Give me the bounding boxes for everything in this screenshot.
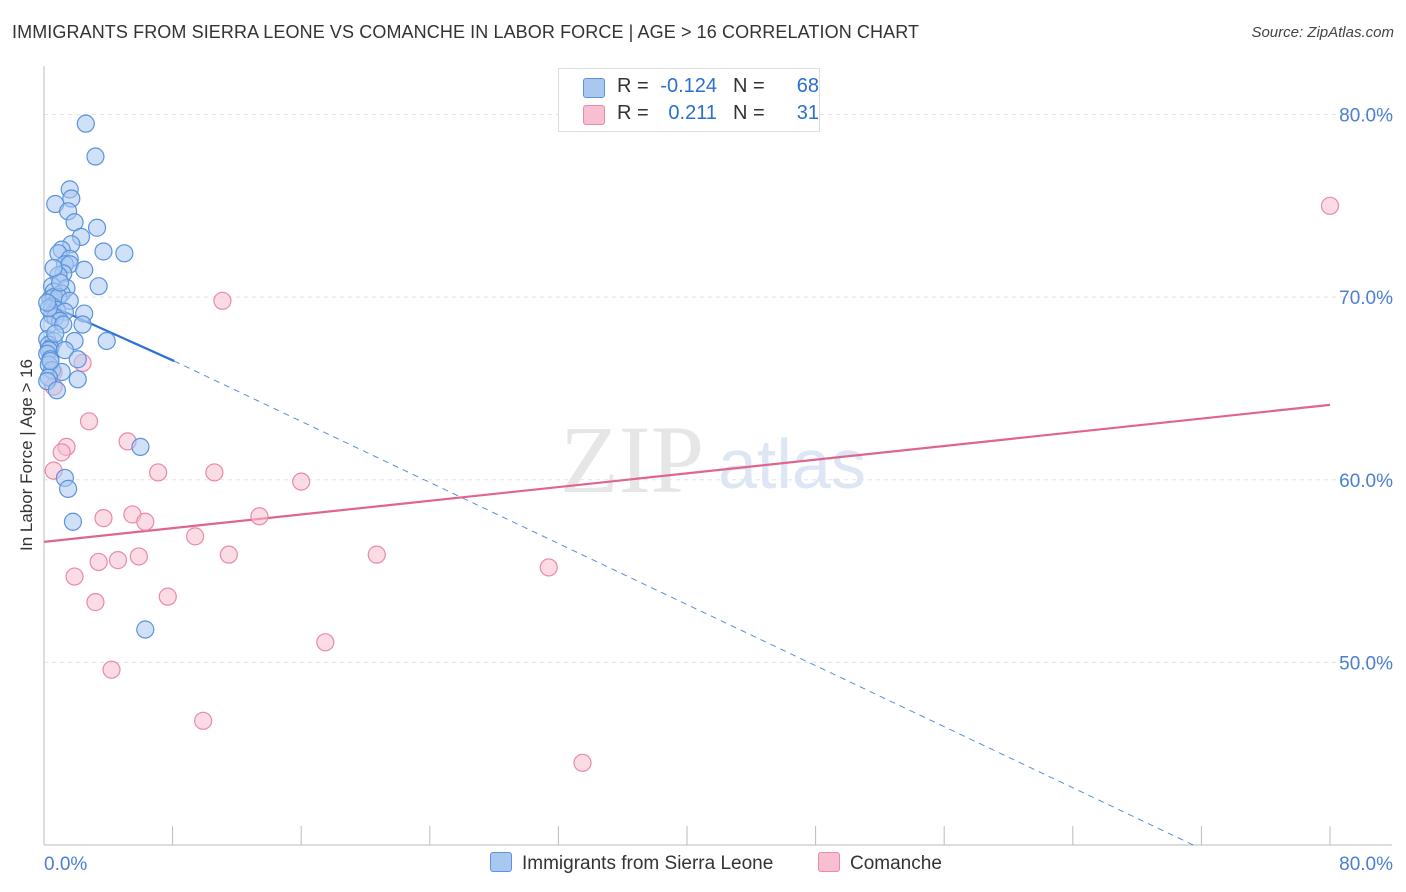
legend-r-label: R = (617, 102, 649, 124)
x-tick-label-min: 0.0% (44, 854, 87, 875)
point-comanche (316, 633, 335, 652)
point-sierra-leone (94, 242, 113, 261)
point-comanche (136, 512, 155, 531)
point-sierra-leone (89, 277, 108, 296)
point-sierra-leone (136, 620, 155, 639)
point-comanche (89, 552, 108, 572)
point-comanche (194, 711, 213, 730)
point-comanche (79, 412, 99, 431)
point-comanche (65, 567, 84, 586)
y-tick-label: 80.0% (1339, 106, 1393, 127)
point-sierra-leone (76, 114, 95, 133)
point-comanche (1320, 196, 1340, 215)
point-comanche (573, 753, 592, 772)
series-swatch-blue (490, 852, 512, 872)
point-sierra-leone (86, 147, 105, 166)
legend-n-value: 68 (796, 75, 819, 97)
point-comanche (108, 551, 128, 570)
point-comanche (149, 463, 168, 482)
point-comanche (367, 545, 386, 564)
correlation-legend: R = -0.124 N = 68 R = 0.211 N = 31 (558, 68, 820, 132)
point-sierra-leone (41, 351, 60, 371)
point-comanche (213, 291, 232, 310)
watermark-atlas: atlas (718, 425, 866, 503)
watermark-zip: ZIP (560, 406, 704, 513)
legend-swatch-blue (583, 78, 605, 98)
point-comanche (539, 558, 558, 577)
legend-swatch-pink (583, 105, 605, 125)
legend-n-label: N = (733, 75, 765, 97)
point-comanche (94, 509, 113, 528)
point-sierra-leone (55, 341, 74, 360)
point-comanche (129, 547, 148, 566)
trendline-sierra-leone-extension (173, 360, 1194, 846)
source-credit: Source: ZipAtlas.com (1251, 24, 1394, 41)
legend-n-value: 31 (796, 102, 819, 124)
point-comanche (86, 593, 105, 612)
legend-n-label: N = (733, 102, 765, 124)
y-tick-label: 60.0% (1339, 471, 1393, 492)
point-comanche (219, 545, 238, 564)
point-sierra-leone (59, 479, 78, 498)
point-comanche (52, 443, 71, 462)
point-sierra-leone (87, 218, 107, 237)
point-sierra-leone (73, 315, 92, 334)
point-sierra-leone (63, 512, 83, 531)
point-sierra-leone (38, 293, 57, 312)
legend-r-value: -0.124 (660, 75, 717, 97)
legend-r-value: 0.211 (668, 102, 717, 124)
point-sierra-leone (75, 260, 94, 279)
x-tick-label-max: 80.0% (1339, 854, 1393, 875)
point-sierra-leone (46, 324, 65, 343)
point-comanche (102, 660, 121, 679)
point-comanche (250, 507, 269, 526)
y-tick-label: 50.0% (1339, 653, 1393, 674)
point-sierra-leone (68, 350, 87, 369)
series-swatch-pink (818, 852, 840, 872)
point-comanche (292, 472, 311, 491)
point-sierra-leone (47, 381, 66, 400)
point-comanche (186, 527, 205, 546)
point-sierra-leone (115, 244, 134, 263)
series-name-sierra-leone: Immigrants from Sierra Leone (522, 853, 774, 874)
point-sierra-leone (131, 437, 150, 456)
legend-r-label: R = (617, 75, 649, 97)
series-name-comanche: Comanche (850, 853, 942, 874)
point-comanche (158, 587, 177, 606)
series-legend-sierra-leone: Immigrants from Sierra Leone (490, 852, 773, 875)
chart-title: IMMIGRANTS FROM SIERRA LEONE VS COMANCHE… (12, 22, 920, 42)
point-sierra-leone (97, 331, 116, 351)
point-sierra-leone (68, 370, 87, 389)
y-tick-label: 70.0% (1339, 288, 1393, 309)
point-sierra-leone (44, 258, 63, 278)
series-legend-comanche: Comanche (818, 852, 942, 875)
point-comanche (205, 463, 224, 482)
